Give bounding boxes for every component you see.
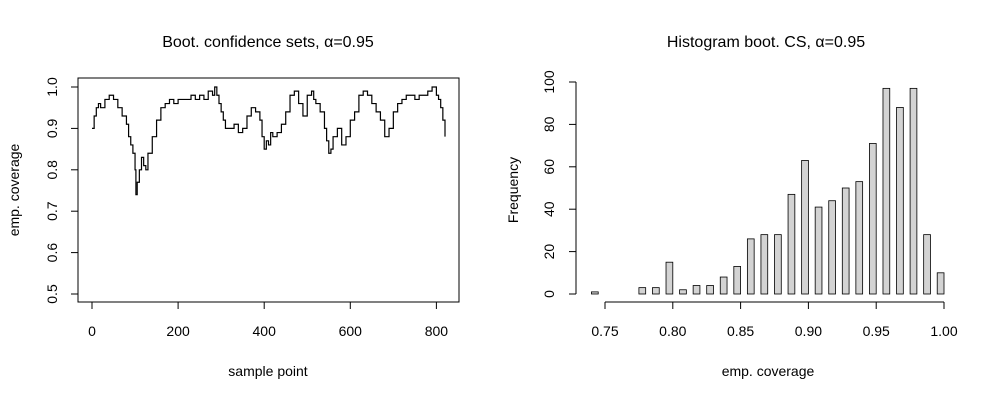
histogram-y-tick-label: 60	[541, 159, 557, 175]
line-chart-x-tick-label: 200	[166, 323, 190, 339]
line-chart-x-tick-label: 0	[88, 323, 96, 339]
line-chart-x-tick-label: 400	[253, 323, 277, 339]
line-chart-y-label: emp. coverage	[6, 143, 22, 236]
line-chart-x-label: sample point	[228, 363, 307, 379]
line-chart-plot-box	[77, 77, 460, 303]
histogram-bar	[787, 193, 796, 295]
histogram-y-axis: 0 20 40 60 80 100	[541, 70, 577, 298]
histogram-bar	[679, 289, 687, 295]
line-chart-y-axis: 0.5 0.6 0.7 0.8 0.9 1.0	[44, 77, 79, 304]
histogram-bar	[814, 206, 823, 295]
histogram-y-tick-label: 40	[541, 201, 557, 217]
histogram-bar	[896, 107, 904, 295]
coverage-series-line	[92, 86, 446, 196]
histogram-bar	[638, 287, 647, 295]
histogram-bar	[828, 200, 836, 295]
histogram-x-tick-label: 0.75	[591, 323, 618, 339]
coverage-line-chart: Boot. confidence sets, α=0.95 0 200 400 600…	[6, 34, 460, 379]
histogram-bar	[936, 272, 945, 295]
histogram-bar	[665, 261, 674, 295]
histogram-bar	[746, 238, 755, 295]
histogram-x-tick-label: 1.00	[930, 323, 957, 339]
histogram-bar	[692, 285, 701, 295]
line-chart-series	[92, 86, 446, 196]
histogram-bar	[923, 234, 931, 295]
line-chart-y-tick-label: 1.0	[44, 77, 60, 97]
histogram-x-label: emp. coverage	[722, 363, 815, 379]
histogram-y-tick-label: 100	[541, 70, 557, 94]
line-chart-x-axis: 0 200 400 600 800	[88, 301, 449, 339]
line-chart-y-tick-label: 0.5	[44, 284, 60, 304]
histogram-bar	[719, 276, 728, 295]
line-chart-y-tick-label: 0.9	[44, 118, 60, 138]
histogram-bar	[909, 87, 918, 295]
histogram-bar	[706, 285, 714, 295]
line-chart-y-tick-label: 0.8	[44, 160, 60, 180]
histogram-y-tick-label: 20	[541, 244, 557, 260]
histogram-bar	[591, 291, 599, 295]
line-chart-title: Boot. confidence sets, α=0.95	[162, 34, 374, 51]
line-chart-x-tick-label: 800	[425, 323, 449, 339]
histogram-x-tick-label: 0.80	[659, 323, 686, 339]
histogram-bar	[841, 187, 850, 295]
histogram-bar	[733, 266, 742, 295]
histogram-bar	[869, 143, 877, 295]
histogram-y-label: Frequency	[505, 157, 521, 223]
histogram-bar	[855, 181, 864, 295]
coverage-histogram: Histogram boot. CS, α=0.95 0.75 0.80 0.85 0…	[505, 34, 958, 379]
line-chart-y-tick-label: 0.7	[44, 201, 60, 221]
histogram-x-axis: 0.75 0.80 0.85 0.90 0.95 1.00	[591, 301, 958, 339]
histogram-x-tick-label: 0.90	[795, 323, 822, 339]
histogram-y-tick-label: 0	[541, 290, 557, 298]
histogram-bar	[774, 234, 782, 295]
histogram-bar	[652, 287, 660, 295]
histogram-bars	[591, 87, 945, 295]
line-chart-y-tick-label: 0.6	[44, 243, 60, 263]
histogram-bar	[801, 160, 809, 295]
histogram-y-tick-label: 80	[541, 116, 557, 132]
histogram-x-tick-label: 0.85	[727, 323, 754, 339]
line-chart-x-tick-label: 600	[339, 323, 363, 339]
histogram-bar	[882, 87, 891, 295]
histogram-bar	[760, 234, 769, 295]
histogram-x-tick-label: 0.95	[863, 323, 890, 339]
histogram-title: Histogram boot. CS, α=0.95	[667, 34, 865, 51]
